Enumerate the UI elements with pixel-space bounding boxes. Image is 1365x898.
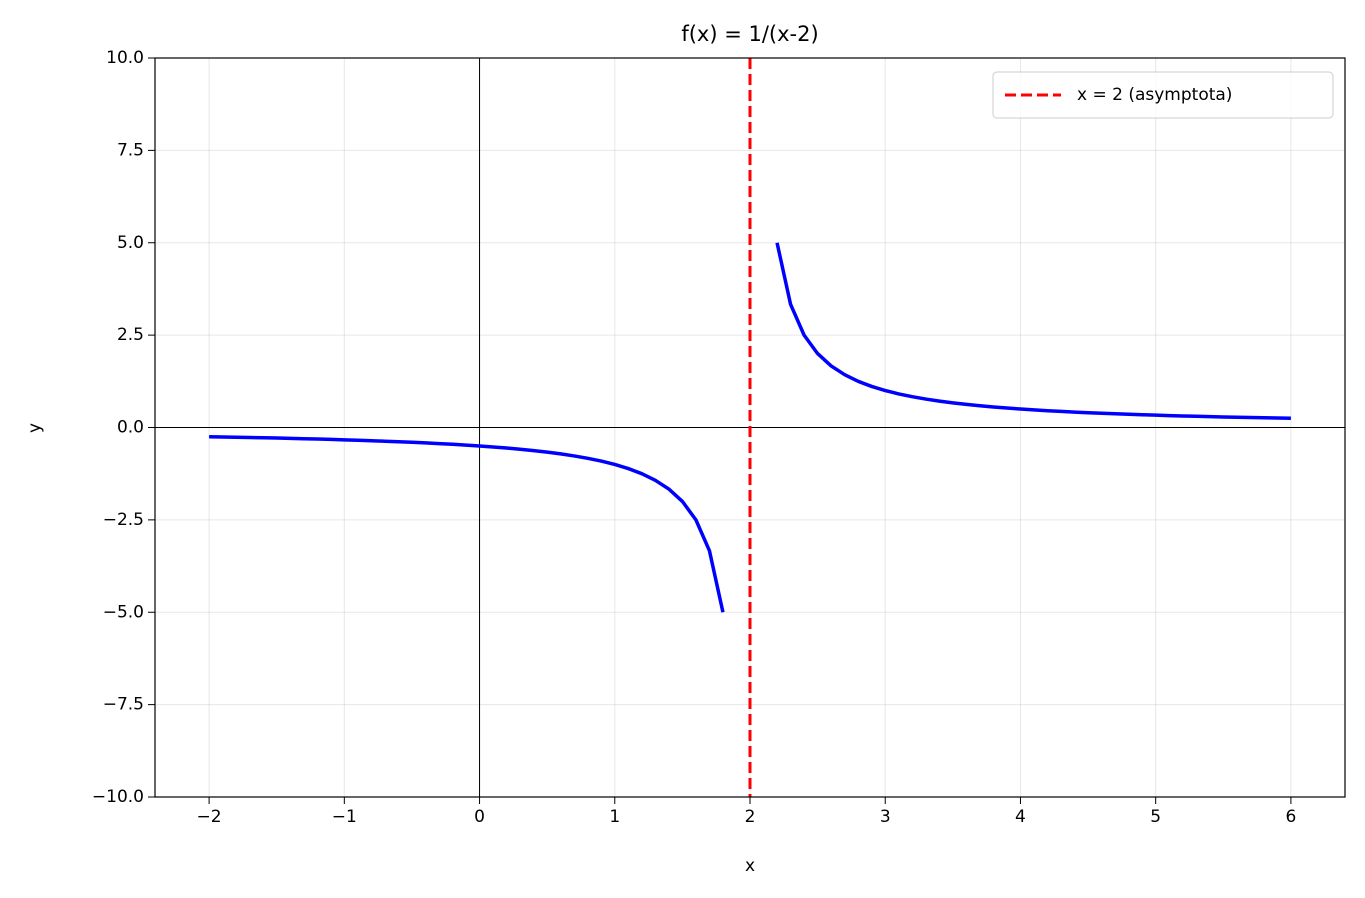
legend-label: x = 2 (asymptota): [1077, 85, 1232, 105]
y-tick-label: −2.5: [103, 510, 144, 530]
y-tick-label: 7.5: [117, 140, 144, 160]
function-line: [209, 242, 1291, 613]
y-tick-label: 0.0: [117, 418, 144, 438]
x-tick-label: 3: [880, 807, 891, 827]
chart-title: f(x) = 1/(x-2): [681, 22, 818, 46]
x-tick-label: −2: [197, 807, 222, 827]
y-tick-label: 2.5: [117, 325, 144, 345]
y-tick-label: −7.5: [103, 695, 144, 715]
x-tick-label: 1: [609, 807, 620, 827]
plot-frame: [154, 57, 1346, 798]
x-tick-label: 5: [1150, 807, 1161, 827]
y-tick-label: 10.0: [106, 48, 144, 68]
y-tick-label: −5.0: [103, 602, 144, 622]
x-tick-label: 4: [1015, 807, 1026, 827]
x-tick-label: 2: [745, 807, 756, 827]
x-axis-label: x: [745, 856, 755, 876]
y-tick-label: 5.0: [117, 233, 144, 253]
x-tick-label: 6: [1285, 807, 1296, 827]
x-tick-label: −1: [332, 807, 357, 827]
y-axis-label: y: [25, 423, 45, 433]
y-tick-label: −10.0: [92, 787, 144, 807]
legend-box: [992, 71, 1334, 119]
x-tick-label: 0: [474, 807, 485, 827]
